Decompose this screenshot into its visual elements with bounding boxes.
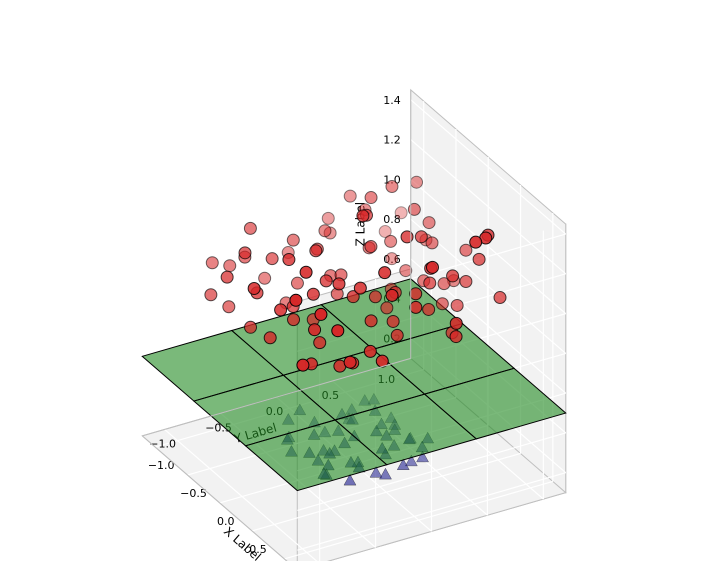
- marker-circle: [206, 257, 218, 269]
- marker-circle: [401, 231, 413, 243]
- marker-circle: [239, 247, 251, 259]
- marker-circle: [365, 315, 377, 327]
- marker-circle: [223, 301, 235, 313]
- marker-circle: [365, 241, 377, 253]
- marker-circle: [386, 181, 398, 193]
- marker-circle: [344, 356, 356, 368]
- marker-circle: [381, 302, 393, 314]
- marker-circle: [320, 275, 332, 287]
- marker-circle: [494, 292, 506, 304]
- marker-circle: [385, 235, 397, 247]
- marker-circle: [287, 234, 299, 246]
- marker-circle: [408, 203, 420, 215]
- marker-circle: [291, 277, 303, 289]
- marker-circle: [365, 192, 377, 204]
- marker-circle: [275, 304, 287, 316]
- marker-circle: [332, 325, 344, 337]
- scatter3d-chart: −1.0−0.50.00.51.0−1.0−0.50.00.51.00.20.4…: [0, 0, 709, 561]
- svg-text:1.2: 1.2: [383, 134, 401, 147]
- marker-circle: [259, 272, 271, 284]
- marker-circle: [221, 271, 233, 283]
- marker-circle: [410, 288, 422, 300]
- marker-circle: [297, 359, 309, 371]
- marker-circle: [290, 294, 302, 306]
- marker-circle: [415, 231, 427, 243]
- marker-circle: [322, 212, 334, 224]
- marker-circle: [379, 267, 391, 279]
- marker-circle: [300, 266, 312, 278]
- marker-circle: [395, 207, 407, 219]
- marker-circle: [248, 282, 260, 294]
- marker-circle: [266, 253, 278, 265]
- marker-circle: [307, 288, 319, 300]
- marker-circle: [411, 176, 423, 188]
- marker-circle: [450, 331, 462, 343]
- marker-circle: [369, 291, 381, 303]
- marker-circle: [333, 278, 345, 290]
- marker-circle: [364, 345, 376, 357]
- marker-circle: [400, 265, 412, 277]
- marker-circle: [424, 277, 436, 289]
- marker-circle: [473, 253, 485, 265]
- marker-circle: [447, 270, 459, 282]
- marker-circle: [386, 253, 398, 265]
- marker-circle: [319, 225, 331, 237]
- marker-circle: [391, 329, 403, 341]
- marker-circle: [451, 299, 463, 311]
- marker-circle: [344, 190, 356, 202]
- marker-circle: [460, 244, 472, 256]
- marker-circle: [315, 308, 327, 320]
- marker-circle: [244, 222, 256, 234]
- marker-circle: [354, 282, 366, 294]
- marker-circle: [460, 276, 472, 288]
- marker-circle: [309, 324, 321, 336]
- marker-circle: [423, 217, 435, 229]
- chart-svg: −1.0−0.50.00.51.0−1.0−0.50.00.51.00.20.4…: [0, 0, 709, 561]
- marker-circle: [224, 260, 236, 272]
- marker-circle: [310, 245, 322, 257]
- marker-circle: [426, 237, 438, 249]
- marker-circle: [357, 210, 369, 222]
- marker-circle: [387, 315, 399, 327]
- marker-circle: [423, 303, 435, 315]
- marker-circle: [245, 321, 257, 333]
- marker-circle: [470, 236, 482, 248]
- marker-circle: [410, 301, 422, 313]
- marker-circle: [205, 289, 217, 301]
- svg-text:−1.0: −1.0: [149, 437, 176, 450]
- marker-circle: [314, 337, 326, 349]
- marker-circle: [386, 289, 398, 301]
- marker-circle: [283, 254, 295, 266]
- marker-circle: [436, 298, 448, 310]
- marker-circle: [264, 332, 276, 344]
- marker-circle: [450, 317, 462, 329]
- marker-circle: [426, 261, 438, 273]
- svg-text:1.4: 1.4: [383, 94, 401, 107]
- marker-circle: [288, 314, 300, 326]
